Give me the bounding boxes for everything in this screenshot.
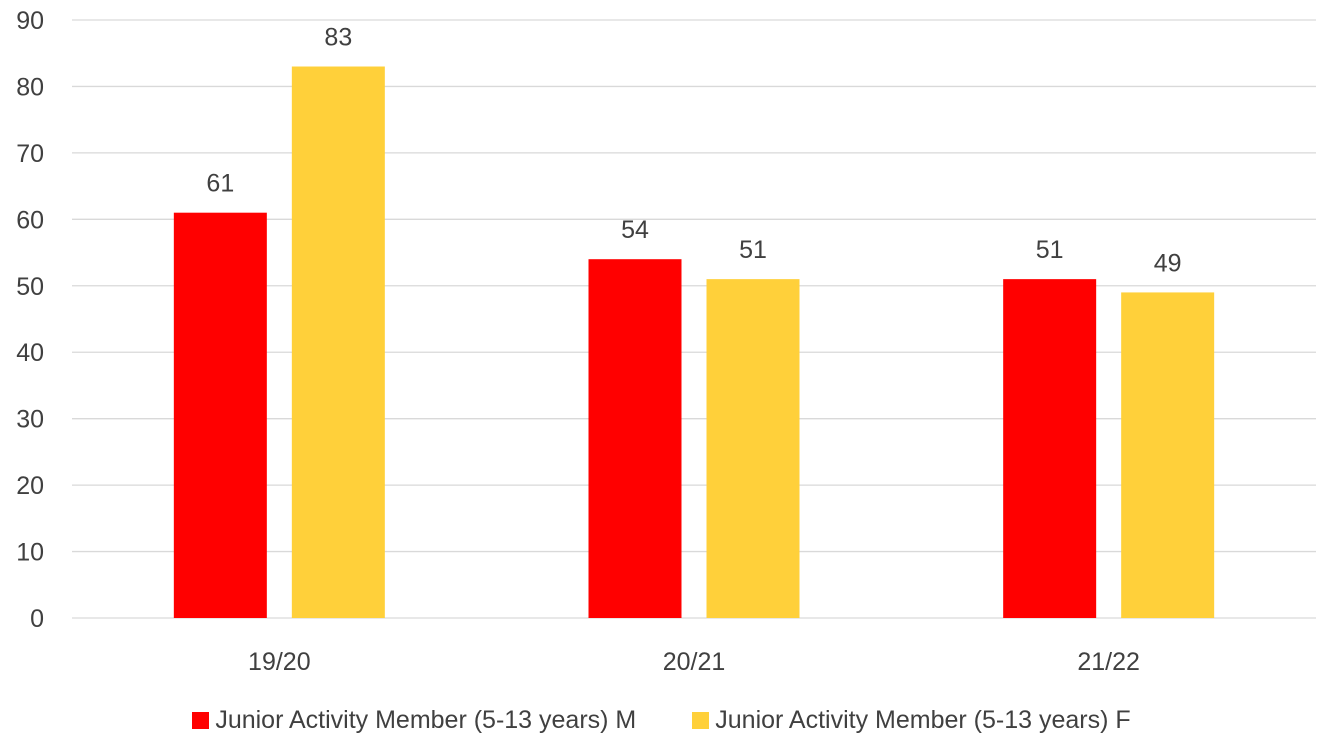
y-tick-label: 70 [16, 140, 44, 168]
data-labels: 61 83 54 51 51 49 [206, 24, 1181, 278]
data-label: 49 [1154, 249, 1182, 277]
y-tick-label: 50 [16, 273, 44, 301]
bar [173, 212, 267, 618]
bar [291, 66, 385, 618]
gridlines [72, 19, 1316, 619]
legend: Junior Activity Member (5-13 years) M Ju… [0, 706, 1323, 735]
bars [173, 66, 1215, 618]
data-label: 61 [206, 170, 234, 198]
legend-swatch-f [692, 712, 710, 729]
legend-swatch-m [192, 712, 210, 729]
data-label: 83 [324, 24, 352, 52]
legend-item-f: Junior Activity Member (5-13 years) F [692, 706, 1131, 735]
y-tick-label: 40 [16, 339, 44, 367]
y-tick-label: 20 [16, 472, 44, 500]
y-tick-label: 30 [16, 406, 44, 434]
bar [1121, 292, 1215, 618]
bar [1003, 279, 1097, 618]
x-tick-label: 20/21 [663, 648, 726, 676]
y-tick-label: 90 [16, 7, 44, 35]
y-tick-label: 60 [16, 206, 44, 234]
legend-label-f: Junior Activity Member (5-13 years) F [715, 706, 1131, 734]
x-tick-label: 19/20 [248, 648, 311, 676]
y-tick-label: 80 [16, 73, 44, 101]
y-axis-tick-labels: 0 10 20 30 40 50 60 70 80 90 [16, 7, 44, 633]
bar [706, 279, 800, 618]
y-tick-label: 0 [30, 605, 44, 633]
y-tick-label: 10 [16, 539, 44, 567]
x-tick-label: 21/22 [1077, 648, 1140, 676]
data-label: 51 [739, 236, 767, 264]
data-label: 54 [621, 216, 649, 244]
x-axis-tick-labels: 19/20 20/21 21/22 [248, 648, 1140, 676]
data-label: 51 [1036, 236, 1064, 264]
legend-item-m: Junior Activity Member (5-13 years) M [192, 706, 636, 735]
bar [588, 259, 682, 618]
legend-label-m: Junior Activity Member (5-13 years) M [215, 706, 637, 734]
